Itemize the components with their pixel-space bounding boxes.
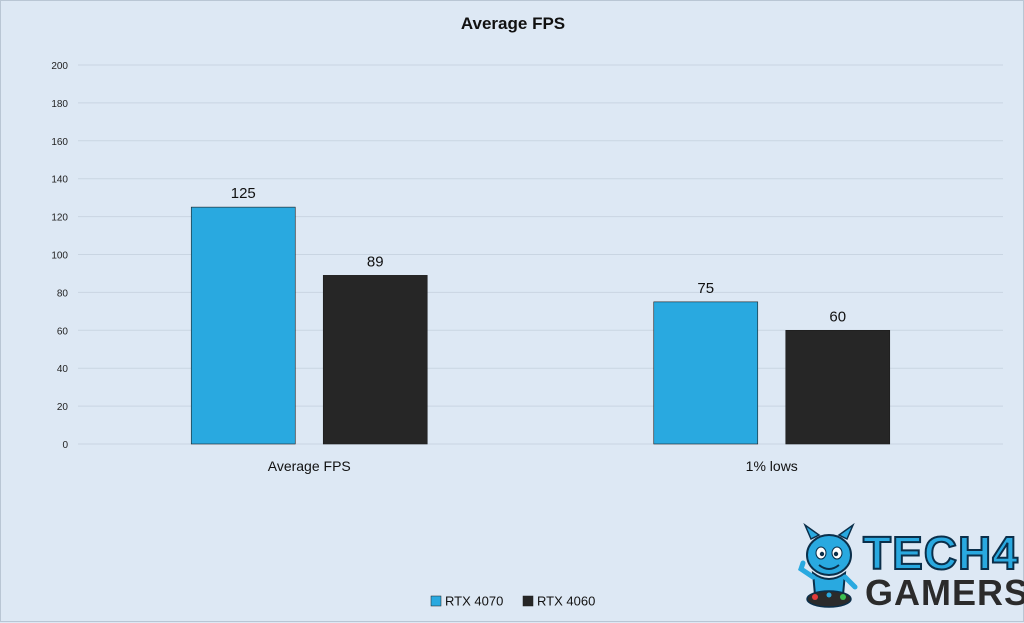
y-tick-label: 180	[51, 99, 68, 110]
data-label: 60	[829, 308, 846, 325]
legend: RTX 4070 RTX 4060	[430, 594, 595, 609]
data-label: 75	[697, 280, 714, 297]
data-label: 125	[231, 185, 256, 202]
data-label: 89	[367, 253, 384, 270]
tech4gamers-logo: TECH4 GAMERS	[798, 522, 1024, 613]
x-category-label: 1% lows	[746, 458, 798, 474]
y-tick-label: 60	[57, 326, 69, 337]
y-tick-label: 140	[51, 175, 68, 186]
y-tick-label: 20	[57, 402, 69, 413]
data-labels: 125 89 75 60	[231, 185, 846, 325]
y-tick-label: 0	[62, 440, 68, 451]
devil-mascot-icon	[798, 522, 858, 608]
y-axis-ticks: 0 20 40 60 80 100 120 140 160 180 200	[51, 61, 68, 451]
legend-label: RTX 4060	[537, 594, 595, 609]
legend-label: RTX 4070	[445, 594, 503, 609]
bar-rtx-4070-1	[653, 301, 759, 445]
x-category-label: Average FPS	[268, 458, 351, 474]
y-tick-label: 80	[57, 288, 69, 299]
legend-swatch	[430, 595, 442, 607]
bar-rtx-4070-0	[190, 206, 296, 445]
y-tick-label: 160	[51, 137, 68, 148]
chart-title: Average FPS	[461, 14, 565, 33]
logo-text-line2: GAMERS	[865, 572, 1024, 613]
bar-rtx-4060-1	[785, 329, 891, 445]
logo-text-line1: TECH4	[863, 527, 1019, 579]
y-tick-label: 200	[51, 61, 68, 72]
bar-rtx-4060-0	[322, 275, 428, 445]
x-axis-categories: Average FPS 1% lows	[268, 458, 798, 474]
y-tick-label: 40	[57, 364, 69, 375]
y-tick-label: 100	[51, 251, 68, 262]
bars	[190, 206, 891, 445]
legend-swatch	[522, 595, 534, 607]
y-tick-label: 120	[51, 213, 68, 224]
